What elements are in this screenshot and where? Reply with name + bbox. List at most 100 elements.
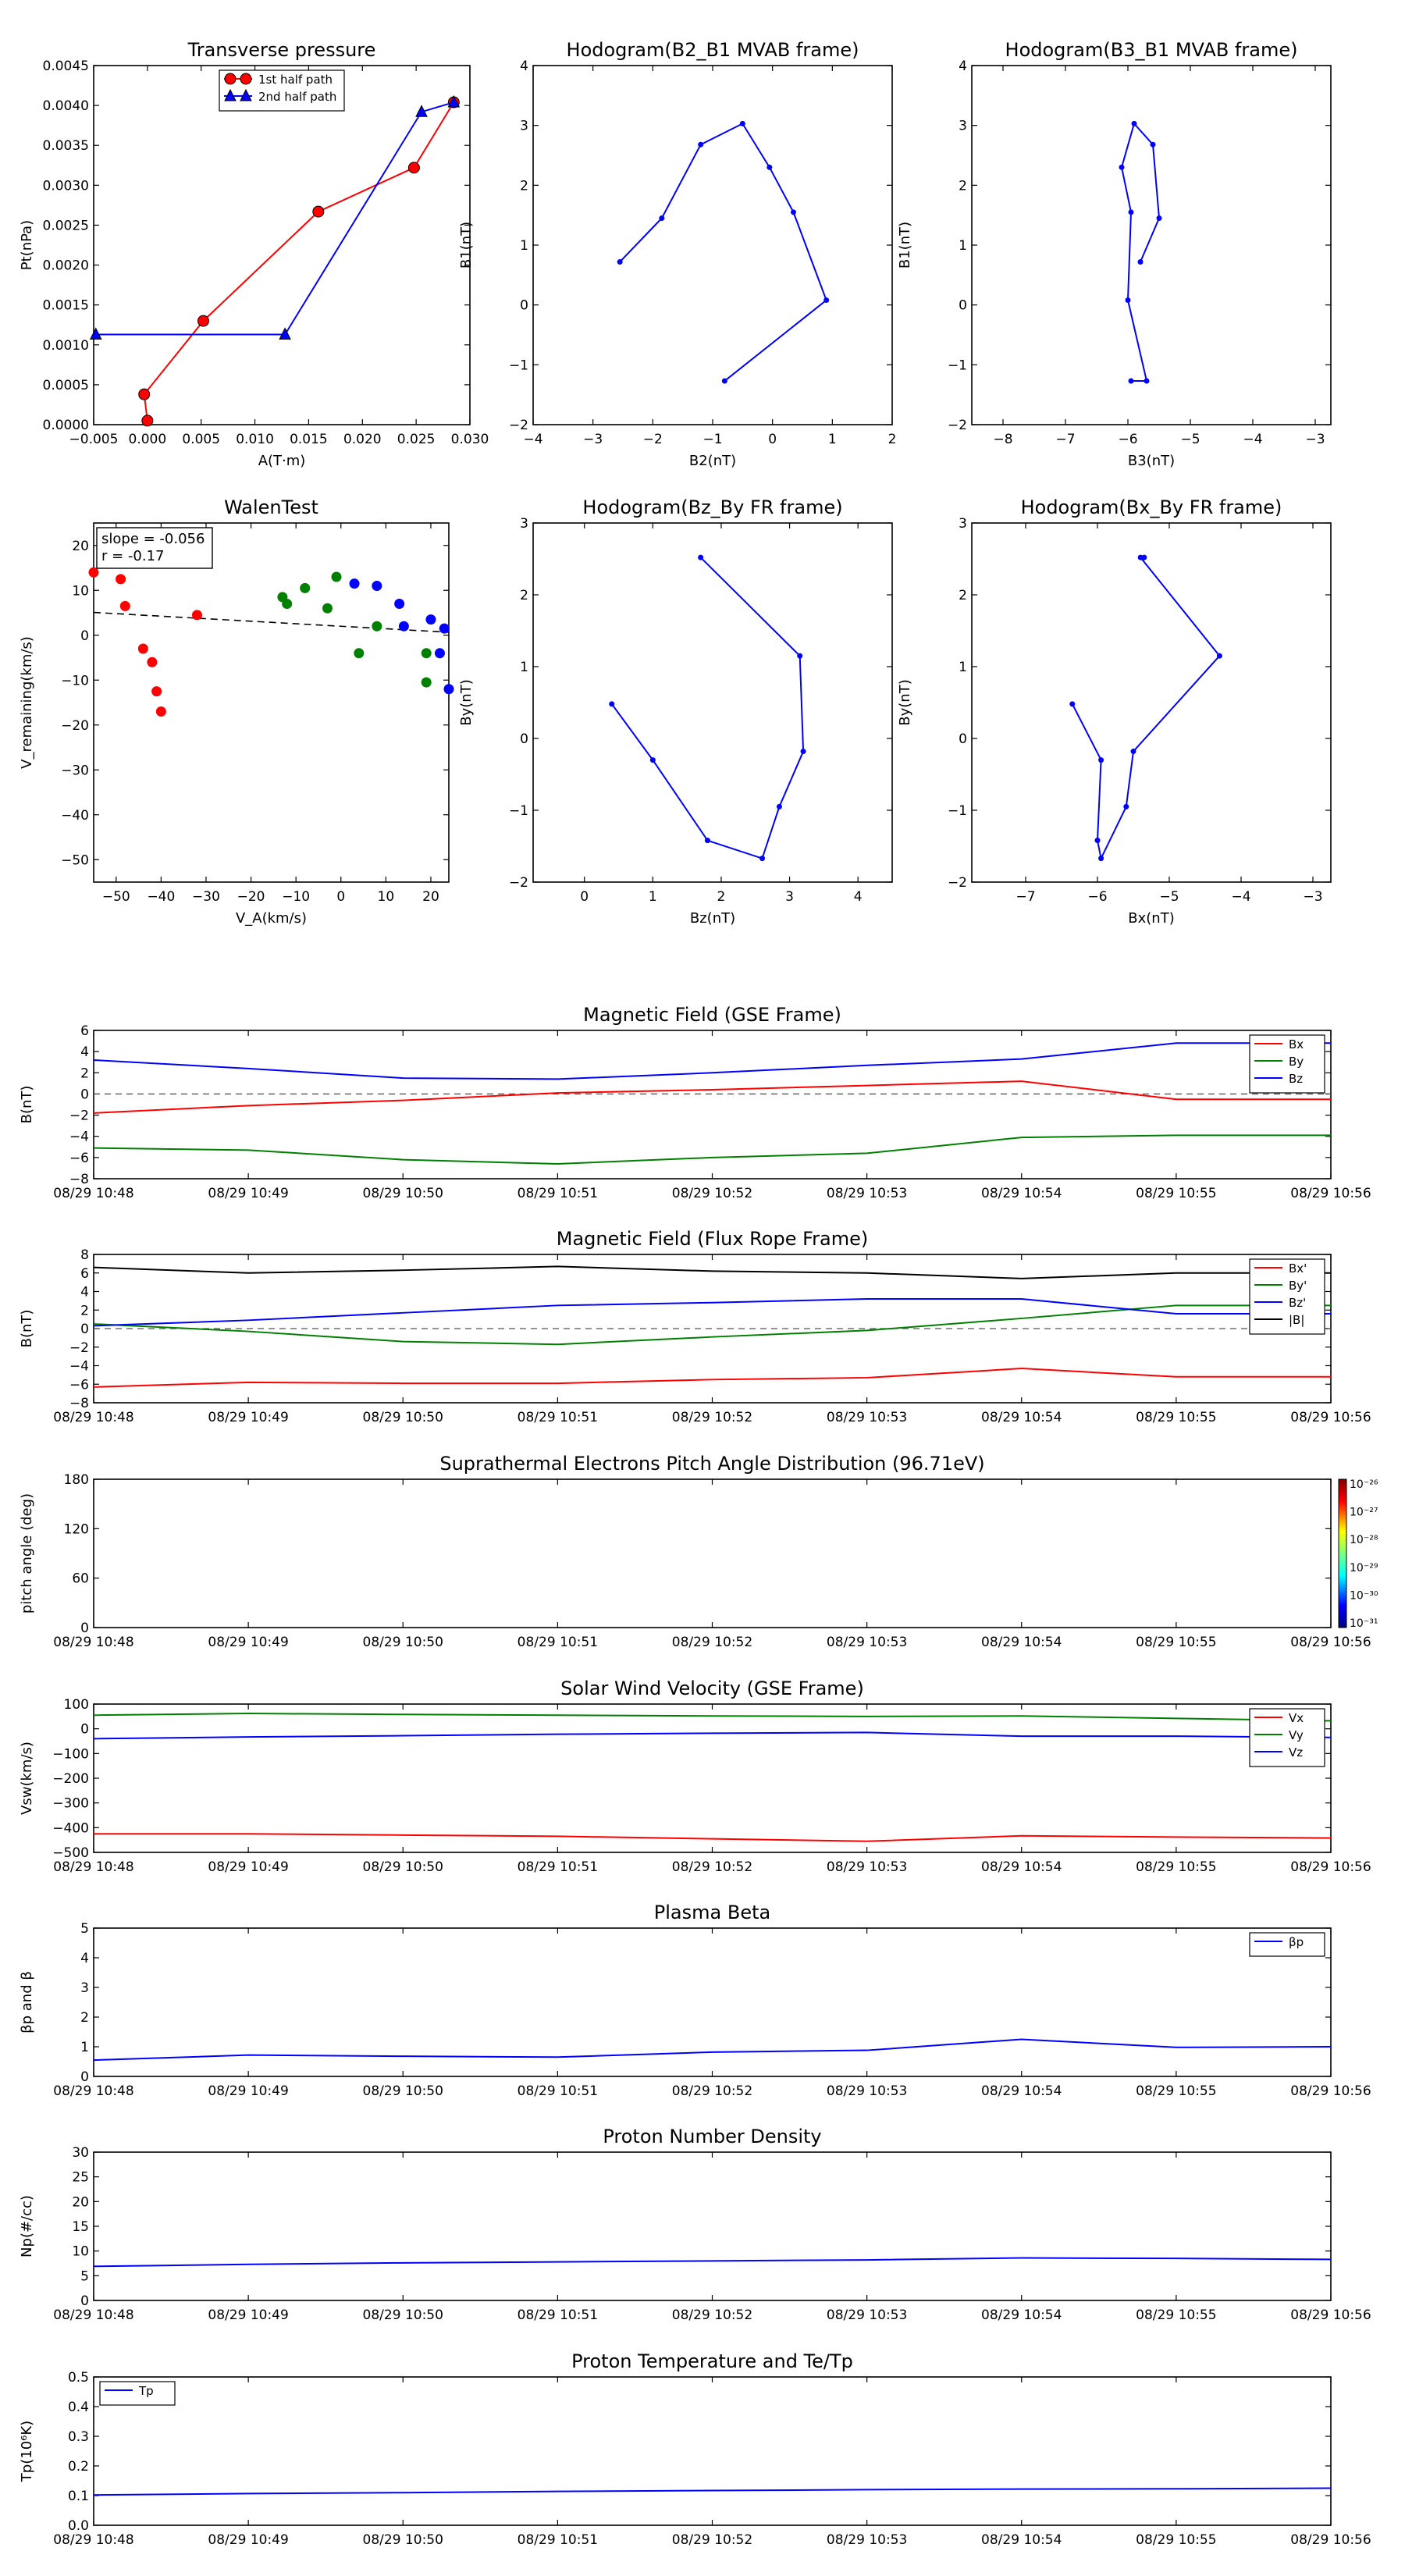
y-tick-label: 0.5	[68, 2370, 89, 2386]
data-point	[1094, 838, 1101, 844]
chart-title: Magnetic Field (GSE Frame)	[583, 1004, 841, 1026]
chart-title: Magnetic Field (Flux Rope Frame)	[557, 1228, 868, 1250]
y-tick-label: 0	[80, 1322, 89, 1337]
y-tick-label: −8	[69, 1396, 89, 1411]
chart-vsw: −500 −400 −300 −200 −100 0 100 08/29 10:48 08/29…	[19, 1678, 1371, 1875]
legend-label: By	[1289, 1055, 1304, 1069]
legend-label: 2nd half path	[258, 90, 336, 104]
x-tick-label: 08/29 10:48	[53, 2083, 133, 2099]
y-tick-label: 0.4	[68, 2400, 89, 2415]
y-axis-label: V_remaining(km/s)	[19, 636, 35, 769]
chart-title: WalenTest	[224, 496, 318, 518]
series-line-By'	[93, 1304, 1331, 1346]
scatter-point	[119, 600, 130, 611]
x-tick-label: 08/29 10:53	[827, 1186, 907, 1201]
y-tick-label: 5	[80, 1921, 89, 1937]
annotation-box	[96, 527, 213, 569]
y-tick-label: −2	[69, 1340, 89, 1356]
y-tick-label: 0.0030	[43, 178, 89, 194]
y-tick-label: 0	[80, 1621, 89, 1636]
data-point	[1123, 803, 1129, 809]
scatter-point	[88, 567, 99, 578]
y-tick-label: −20	[61, 718, 89, 734]
x-tick-label: −40	[147, 889, 175, 905]
y-tick-label: −200	[52, 1771, 89, 1787]
data-point	[415, 105, 428, 117]
x-tick-label: 08/29 10:50	[363, 1186, 443, 1201]
x-tick-label: −20	[237, 889, 265, 905]
fit-line	[93, 611, 450, 633]
y-tick-label: 10	[72, 2244, 89, 2260]
data-point	[739, 120, 745, 126]
x-tick-label: 08/29 10:53	[827, 1410, 907, 1425]
x-tick-label: 08/29 10:52	[672, 2532, 752, 2548]
y-tick-label: 0.0010	[43, 338, 89, 354]
x-tick-label: −30	[192, 889, 220, 905]
y-tick-label: 0	[80, 2069, 89, 2085]
x-axis-label: V_A(km/s)	[236, 910, 307, 927]
scatter-point	[151, 686, 162, 697]
x-tick-label: −5	[1180, 432, 1200, 447]
y-tick-label: 0.0015	[43, 298, 89, 314]
legend-label: βp	[1289, 1935, 1304, 1949]
data-point	[659, 215, 665, 221]
x-tick-label: −10	[282, 889, 310, 905]
plot-frame	[93, 2376, 1332, 2526]
x-tick-label: 08/29 10:49	[208, 1410, 288, 1425]
chart-h2: −2 −1 0 1 2 3 4 −8 −7 −6 −5 −4 −3 Hodogram(B3_B1 MVAB…	[897, 39, 1332, 469]
y-tick-label: 2	[80, 1066, 89, 1081]
chart-title: Plasma Beta	[654, 1902, 770, 1923]
data-point	[721, 378, 727, 384]
legend-label: |B|	[1289, 1313, 1304, 1327]
y-tick-label: −1	[509, 803, 528, 819]
colorbar-tick-label: 10⁻²⁹	[1350, 1562, 1378, 1574]
x-tick-label: −50	[102, 889, 130, 905]
y-tick-label: 0	[520, 298, 528, 314]
y-axis-label: pitch angle (deg)	[19, 1493, 35, 1614]
y-tick-label: 0.0045	[43, 59, 89, 74]
y-tick-label: −50	[61, 852, 89, 868]
data-point	[447, 94, 461, 108]
x-tick-label: 08/29 10:56	[1290, 1859, 1371, 1875]
x-tick-label: 08/29 10:48	[53, 2532, 133, 2548]
x-tick-label: 08/29 10:49	[208, 1635, 288, 1650]
x-tick-label: 0.005	[182, 432, 220, 447]
data-point	[1069, 701, 1076, 707]
data-point	[407, 162, 420, 174]
x-tick-label: 08/29 10:52	[672, 1186, 752, 1201]
x-tick-label: −4	[1243, 432, 1262, 447]
y-tick-label: 1	[80, 2040, 89, 2055]
y-tick-label: 10	[72, 583, 89, 599]
y-axis-label: Pt(nPa)	[19, 220, 35, 270]
x-tick-label: −2	[643, 432, 663, 447]
x-tick-label: 08/29 10:55	[1136, 2307, 1216, 2323]
y-tick-label: −8	[69, 1172, 89, 1187]
x-tick-label: −7	[1016, 889, 1035, 905]
data-point	[1131, 120, 1137, 126]
scatter-point	[425, 614, 436, 625]
data-point	[1119, 164, 1125, 170]
scatter-point	[191, 610, 202, 621]
y-tick-label: 0.0000	[43, 418, 89, 433]
y-tick-label: 100	[64, 1697, 89, 1713]
annotation-text: r = -0.17	[101, 548, 165, 564]
chart-tp: 0.0000 0.0005 0.0010 0.0015 0.0020 0.0025 0.00…	[19, 39, 489, 469]
y-axis-label: By(nT)	[897, 679, 913, 725]
x-tick-label: 08/29 10:53	[827, 2083, 907, 2099]
x-tick-label: 08/29 10:50	[363, 1859, 443, 1875]
x-tick-label: 08/29 10:50	[363, 1410, 443, 1425]
legend-label: By'	[1289, 1279, 1307, 1293]
series-line	[143, 101, 455, 422]
y-tick-label: 60	[72, 1571, 89, 1587]
x-tick-label: 08/29 10:56	[1290, 1186, 1371, 1201]
y-tick-label: −100	[52, 1746, 89, 1762]
data-point	[1125, 297, 1131, 304]
y-tick-label: 0.0035	[43, 138, 89, 154]
chart-walen: −50 −40 −30 −20 −10 0 10 20 −50 −40 −30 −20 −10 0 10 20…	[19, 496, 454, 927]
scatter-point	[155, 706, 166, 717]
plot-frame	[532, 65, 893, 425]
y-tick-label: 0.0040	[43, 98, 89, 114]
x-tick-label: 08/29 10:48	[53, 1186, 133, 1201]
chart-title: Transverse pressure	[187, 39, 376, 61]
y-tick-label: 0	[80, 628, 89, 644]
